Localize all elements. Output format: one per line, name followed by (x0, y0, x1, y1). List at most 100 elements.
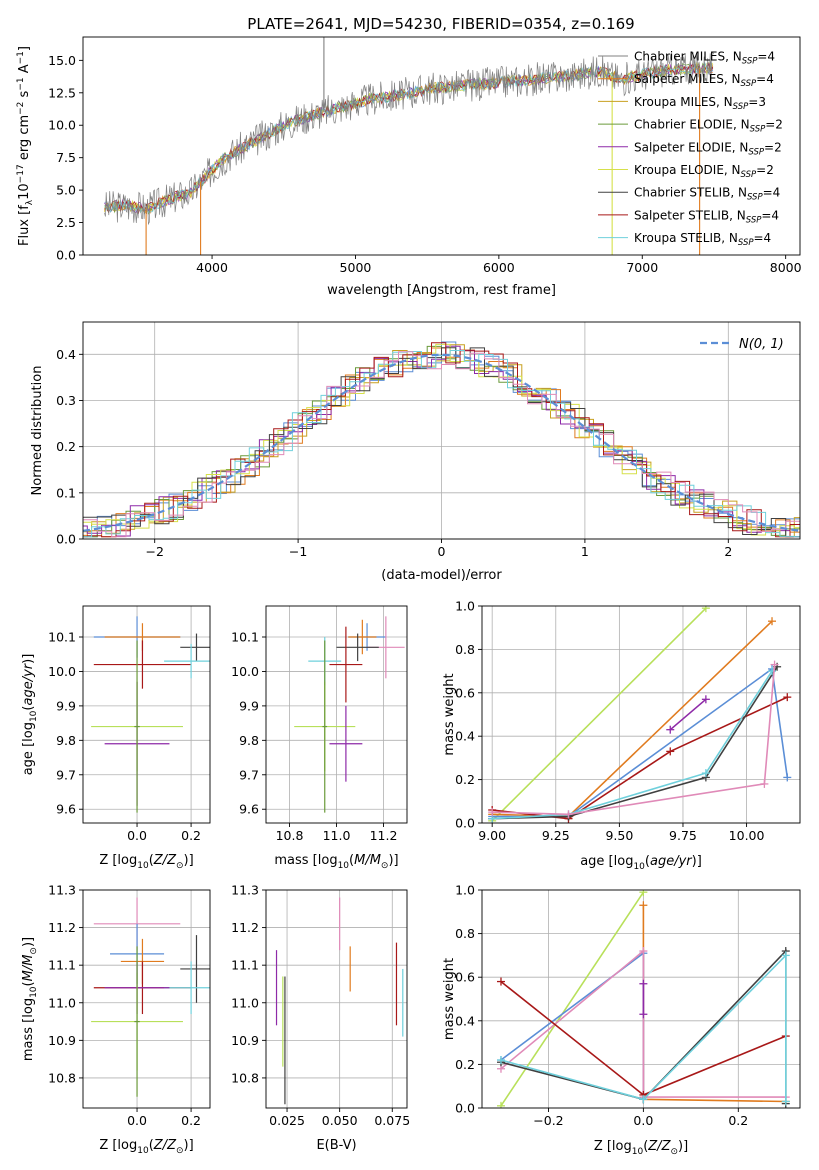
residual-histogram-chabrier_stelib (83, 347, 800, 538)
legend-entry: Salpeter ELODIE, NSSP=2 (634, 140, 782, 157)
mass_vs_Z-panel: 0.0 0.2 10.8 10.9 11.0 11.1 11.2 11.3 Z [log10(Z… (21, 883, 211, 1156)
series-chabrier_miles (488, 664, 792, 821)
series-marker (701, 769, 710, 778)
figure-title: PLATE=2641, MJD=54230, FIBERID=0354, z=0… (247, 15, 634, 33)
series-salpeter_stelib (496, 977, 790, 1099)
x-tick-label: 2 (724, 544, 732, 559)
x-tick-label: 11.0 (323, 828, 351, 843)
x-tick-label: 0.075 (374, 1113, 410, 1128)
x-tick-label: 0.2 (181, 1113, 201, 1128)
y-tick-label: 9.6 (56, 802, 76, 817)
y-tick-label: 11.2 (231, 920, 259, 935)
y-tick-label: 10.1 (231, 630, 259, 645)
data-point (329, 626, 363, 703)
y-tick-label: 10.9 (48, 1033, 76, 1048)
x-axis-label: Z [log10(Z/Z⊙)] (99, 1138, 193, 1156)
x-tick-label: 0.0 (633, 1113, 653, 1128)
series-line (500, 949, 786, 1098)
residual-histogram-salpeter_stelib (83, 342, 800, 538)
series-lime (496, 890, 648, 1108)
data-point (93, 640, 192, 689)
mass_vs_Z-plot-area (91, 897, 210, 1097)
massweight_vs_Z-panel: −0.2 0.0 0.2 0.0 0.2 0.4 0.6 0.8 1.0 Z [log10(Z/Z… (442, 883, 801, 1157)
model-spectrum-kroupa_stelib (104, 62, 714, 214)
series-marker (496, 977, 505, 986)
series-line (492, 696, 788, 820)
axes-frame (481, 605, 801, 824)
data-point (134, 946, 140, 1097)
series-marker (666, 747, 675, 756)
series-line (500, 891, 645, 1107)
series-marker (496, 1101, 505, 1108)
series-line (491, 607, 707, 822)
y-tick-label: 15.0 (48, 53, 76, 68)
x-axis-label: Z [log10(Z/Z⊙)] (99, 853, 193, 871)
series-lime (488, 606, 710, 823)
x-tick-label: 10.00 (729, 828, 765, 843)
x-tick-label: −0.2 (533, 1113, 563, 1128)
series-marker (639, 1095, 648, 1104)
y-tick-label: 9.6 (239, 802, 259, 817)
model-spectrum-kroupa_elodie (104, 61, 714, 213)
data-point (164, 961, 210, 1015)
y-tick-label: 10.9 (231, 1033, 259, 1048)
x-tick-label: 7000 (626, 260, 658, 275)
series-marker (564, 810, 573, 819)
series-marker (768, 617, 777, 626)
y-tick-label: 11.0 (48, 995, 76, 1010)
x-tick-label: 0.0 (127, 1113, 147, 1128)
legend-entry: Kroupa ELODIE, NSSP=2 (634, 163, 774, 180)
x-tick-label: 9.50 (605, 828, 633, 843)
x-tick-label: 1 (581, 544, 589, 559)
y-tick-label: 0.1 (56, 485, 76, 500)
series-marker (781, 951, 790, 960)
y-axis-label: Flux [fλ10−17 erg cm−2 s−1 A−1] (16, 46, 35, 246)
series-marker (760, 779, 769, 788)
x-tick-label: −2 (145, 544, 163, 559)
data-point (180, 633, 210, 662)
y-tick-label: 10.0 (48, 664, 76, 679)
y-tick-label: 10.0 (231, 664, 259, 679)
age_vs_Z-panel: 0.0 0.2 9.6 9.7 9.8 9.9 10.0 10.1 Z [log10(Z/Z⊙)… (21, 605, 211, 871)
y-axis-label: Normed distribution (30, 366, 45, 496)
y-tick-label: 9.8 (56, 733, 76, 748)
series-marker (639, 947, 648, 956)
x-tick-label: 9.00 (478, 828, 506, 843)
y-tick-label: 0.0 (455, 1101, 475, 1116)
axes-frame (82, 36, 801, 256)
y-tick-label: 0.4 (56, 347, 76, 362)
series-pink (496, 947, 790, 1102)
y-tick-label: 9.9 (239, 698, 259, 713)
series-marker (639, 901, 648, 910)
residuals-plot-area (83, 341, 800, 538)
mass_vs_ebv-plot-area (275, 897, 404, 1105)
y-tick-label: 1.0 (455, 883, 475, 898)
y-tick-label: 0.0 (56, 248, 76, 263)
x-axis-label: Z [log10(Z/Z⊙)] (594, 1139, 688, 1157)
legend-entry: Salpeter MILES, NSSP=4 (634, 72, 774, 89)
y-tick-label: 11.2 (48, 920, 76, 935)
y-tick-label: 0.0 (455, 816, 475, 831)
y-tick-label: 0.6 (455, 685, 475, 700)
series-marker (781, 1097, 790, 1106)
series-kroupa_stelib (488, 667, 777, 823)
x-tick-label: 9.75 (669, 828, 697, 843)
y-tick-label: 0.4 (455, 729, 475, 744)
y-tick-label: 9.7 (56, 767, 76, 782)
series-marker (488, 808, 497, 817)
axes-frame (82, 889, 211, 1109)
y-tick-label: 9.8 (239, 733, 259, 748)
y-tick-label: 11.3 (231, 883, 259, 898)
x-tick-label: 11.2 (370, 828, 398, 843)
gaussian-curve (83, 353, 800, 532)
legend-entry: Chabrier STELIB, NSSP=4 (634, 186, 780, 203)
x-axis-label: age [log10(age/yr)] (580, 854, 702, 872)
y-tick-label: 10.0 (48, 118, 76, 133)
data-point (329, 705, 363, 782)
x-tick-label: 0.050 (322, 1113, 358, 1128)
x-tick-label: 4000 (196, 260, 228, 275)
y-tick-label: 11.1 (231, 958, 259, 973)
series-line (642, 905, 786, 1103)
y-tick-label: 7.5 (56, 150, 76, 165)
axes-frame (481, 889, 801, 1109)
